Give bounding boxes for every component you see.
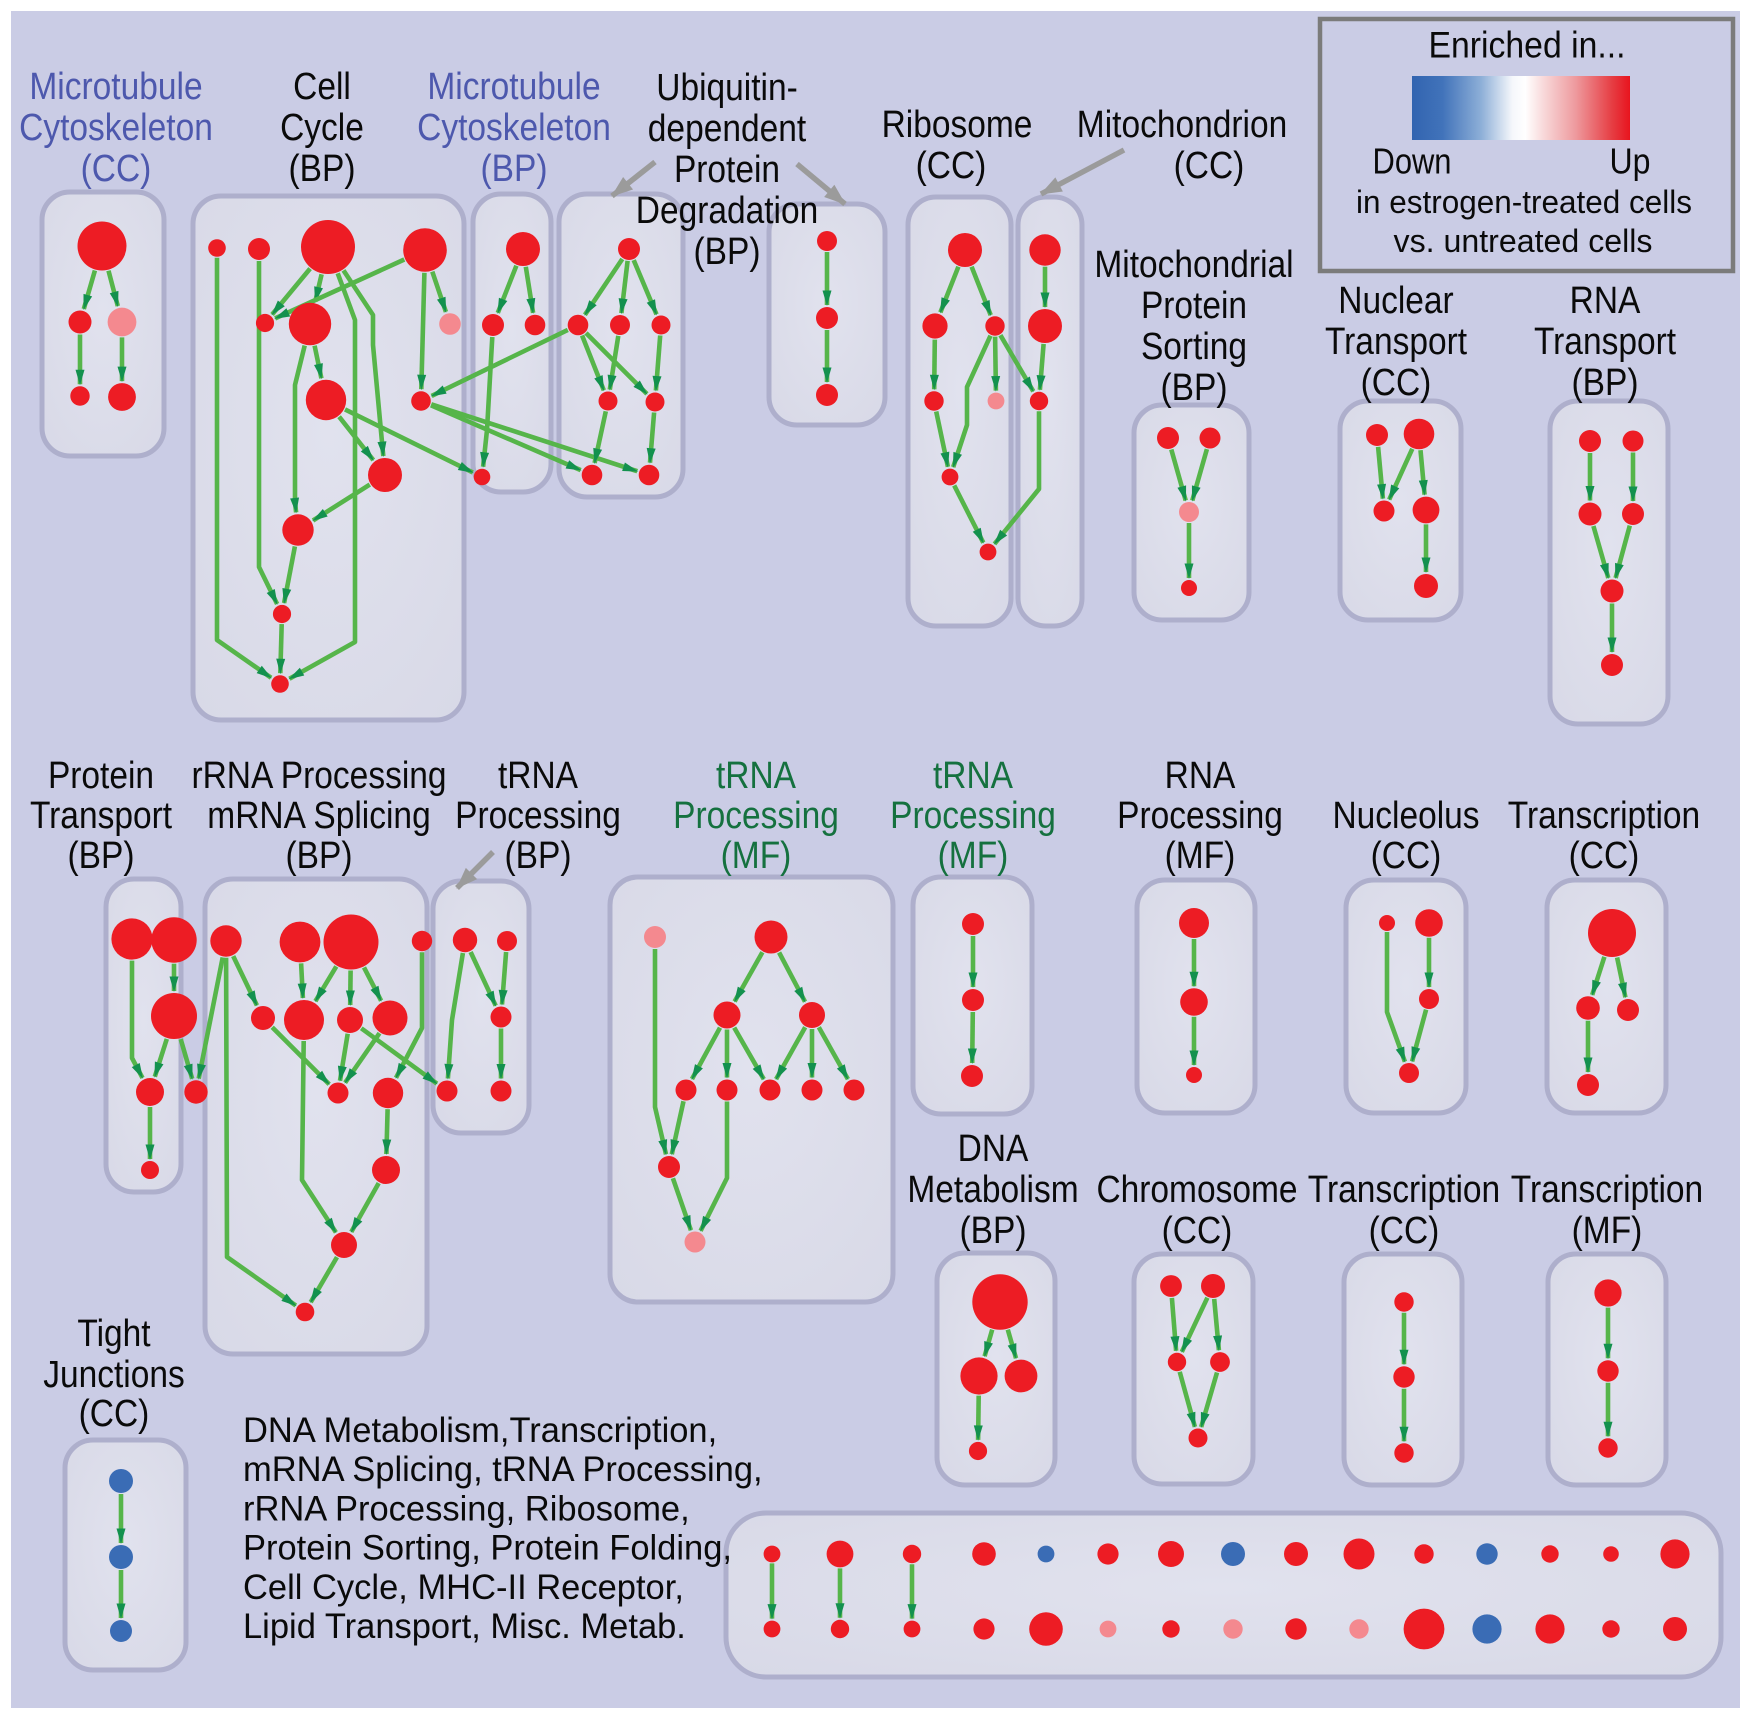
svg-text:mRNA Splicing: mRNA Splicing [207, 795, 430, 837]
svg-text:Down: Down [1373, 141, 1452, 182]
svg-text:Nucleolus: Nucleolus [1332, 795, 1479, 837]
svg-text:Ubiquitin-: Ubiquitin- [656, 67, 798, 109]
svg-text:Junctions: Junctions [43, 1354, 185, 1396]
svg-text:Mitochondrion: Mitochondrion [1077, 104, 1287, 146]
svg-text:rRNA Processing: rRNA Processing [191, 755, 446, 797]
svg-text:Microtubule: Microtubule [29, 66, 202, 108]
svg-text:(CC): (CC) [1361, 362, 1432, 404]
svg-text:RNA: RNA [1165, 755, 1236, 797]
svg-text:(CC): (CC) [79, 1393, 150, 1435]
svg-text:(BP): (BP) [505, 835, 572, 877]
svg-text:Enriched in...: Enriched in... [1429, 25, 1626, 66]
svg-text:(BP): (BP) [960, 1210, 1027, 1252]
svg-text:in estrogen-treated cells: in estrogen-treated cells [1356, 184, 1692, 220]
svg-text:(CC): (CC) [1174, 145, 1245, 187]
svg-text:Protein: Protein [674, 149, 780, 191]
svg-text:tRNA: tRNA [498, 755, 579, 797]
svg-text:(BP): (BP) [1161, 367, 1228, 409]
svg-text:(CC): (CC) [1569, 835, 1640, 877]
svg-text:(CC): (CC) [1369, 1210, 1440, 1252]
svg-text:Mitochondrial: Mitochondrial [1094, 244, 1293, 286]
svg-text:(BP): (BP) [289, 148, 356, 190]
svg-text:Degradation: Degradation [636, 190, 819, 232]
svg-text:(CC): (CC) [1162, 1210, 1233, 1252]
svg-text:tRNA: tRNA [716, 755, 797, 797]
svg-text:(CC): (CC) [1371, 835, 1442, 877]
svg-text:tRNA: tRNA [933, 755, 1014, 797]
svg-text:(BP): (BP) [694, 231, 761, 273]
svg-text:Transport: Transport [30, 795, 172, 837]
svg-text:Microtubule: Microtubule [427, 66, 600, 108]
svg-text:Processing: Processing [890, 795, 1056, 837]
svg-text:Cytoskeleton: Cytoskeleton [417, 107, 611, 149]
svg-text:Chromosome: Chromosome [1096, 1169, 1297, 1211]
svg-text:Transport: Transport [1534, 321, 1676, 363]
svg-text:(BP): (BP) [68, 835, 135, 877]
svg-text:mRNA Splicing, tRNA Processing: mRNA Splicing, tRNA Processing, [243, 1449, 763, 1489]
svg-text:(CC): (CC) [916, 145, 987, 187]
svg-text:DNA: DNA [958, 1128, 1029, 1170]
svg-text:(BP): (BP) [1572, 362, 1639, 404]
svg-text:(CC): (CC) [81, 148, 152, 190]
svg-text:rRNA Processing, Ribosome,: rRNA Processing, Ribosome, [243, 1488, 690, 1528]
svg-text:(MF): (MF) [721, 835, 792, 877]
svg-text:Metabolism: Metabolism [907, 1169, 1078, 1211]
svg-text:(BP): (BP) [481, 148, 548, 190]
svg-text:Transcription: Transcription [1308, 1169, 1500, 1211]
svg-text:Lipid Transport, Misc. Metab.: Lipid Transport, Misc. Metab. [243, 1606, 686, 1646]
svg-text:Transcription: Transcription [1511, 1169, 1703, 1211]
svg-text:Cycle: Cycle [280, 107, 364, 149]
svg-text:Processing: Processing [1117, 795, 1283, 837]
svg-text:DNA Metabolism,Transcription,: DNA Metabolism,Transcription, [243, 1410, 717, 1450]
svg-text:dependent: dependent [648, 108, 807, 150]
svg-text:Protein: Protein [48, 755, 154, 797]
svg-text:(MF): (MF) [1165, 835, 1236, 877]
svg-text:Tight: Tight [77, 1313, 151, 1355]
svg-text:Protein: Protein [1141, 285, 1247, 327]
svg-text:vs. untreated cells: vs. untreated cells [1394, 223, 1653, 259]
svg-text:Cell Cycle, MHC-II Receptor,: Cell Cycle, MHC-II Receptor, [243, 1567, 684, 1607]
svg-text:Transport: Transport [1325, 321, 1467, 363]
svg-text:Ribosome: Ribosome [882, 104, 1033, 146]
svg-text:Protein Sorting, Protein Foldi: Protein Sorting, Protein Folding, [243, 1528, 732, 1568]
svg-text:Cell: Cell [293, 66, 351, 108]
svg-text:Processing: Processing [455, 795, 621, 837]
svg-text:(BP): (BP) [286, 835, 353, 877]
svg-text:Transcription: Transcription [1508, 795, 1700, 837]
svg-text:(MF): (MF) [1572, 1210, 1643, 1252]
svg-text:RNA: RNA [1570, 280, 1641, 322]
svg-text:(MF): (MF) [938, 835, 1009, 877]
svg-text:Cytoskeleton: Cytoskeleton [19, 107, 213, 149]
svg-text:Up: Up [1610, 141, 1651, 182]
svg-text:Sorting: Sorting [1141, 326, 1247, 368]
svg-text:Processing: Processing [673, 795, 839, 837]
svg-text:Nuclear: Nuclear [1338, 280, 1454, 322]
